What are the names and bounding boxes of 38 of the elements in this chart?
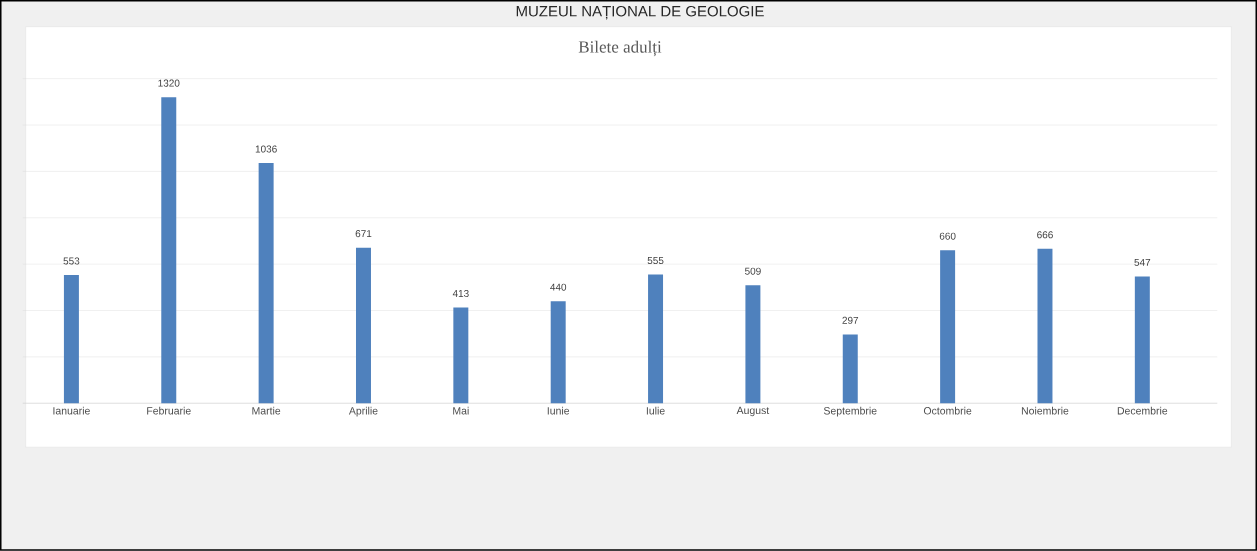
x-tick-label: Iunie — [547, 406, 570, 415]
bar — [258, 163, 274, 404]
bar — [842, 334, 858, 404]
bar — [940, 250, 956, 404]
data-label: 547 — [1134, 259, 1151, 266]
data-label: 413 — [452, 289, 469, 298]
data-label: 1036 — [255, 145, 277, 153]
x-tick-label: Aprilie — [348, 406, 378, 417]
bar — [453, 307, 469, 404]
text: MUZEUL NAȚIONAL DE GEOLOGIE — [516, 5, 764, 20]
x-tick-label: Iulie — [646, 406, 665, 415]
x-tick-label: Octombrie — [923, 406, 972, 415]
x-tick-label: Septembrie — [823, 406, 877, 417]
data-label: 671 — [355, 230, 372, 238]
x-tick-label: Decembrie — [1117, 406, 1168, 415]
chart-title: Bilete adulți — [578, 40, 662, 57]
x-tick-label: Martie — [252, 406, 281, 415]
x-tick-label: August — [736, 406, 770, 417]
x-tick-label: Mai — [453, 406, 469, 415]
data-label: 440 — [550, 283, 567, 291]
bar — [1134, 276, 1150, 404]
data-label: 553 — [63, 257, 80, 265]
bar — [1037, 248, 1053, 404]
bar — [63, 275, 79, 404]
data-label: 509 — [744, 267, 761, 275]
bar — [161, 97, 177, 404]
data-label: 666 — [1037, 231, 1053, 239]
bar — [550, 301, 566, 404]
bar — [745, 285, 761, 404]
data-label: 1320 — [158, 79, 180, 87]
bar — [648, 274, 664, 404]
data-label: 555 — [647, 257, 664, 265]
data-label: 660 — [939, 232, 956, 240]
x-tick-label: Februarie — [147, 406, 191, 415]
x-tick-label: Noiembrie — [1021, 406, 1069, 415]
x-tick-label: Ianuarie — [53, 406, 90, 415]
data-label: 297 — [842, 316, 859, 324]
bar — [355, 247, 371, 404]
